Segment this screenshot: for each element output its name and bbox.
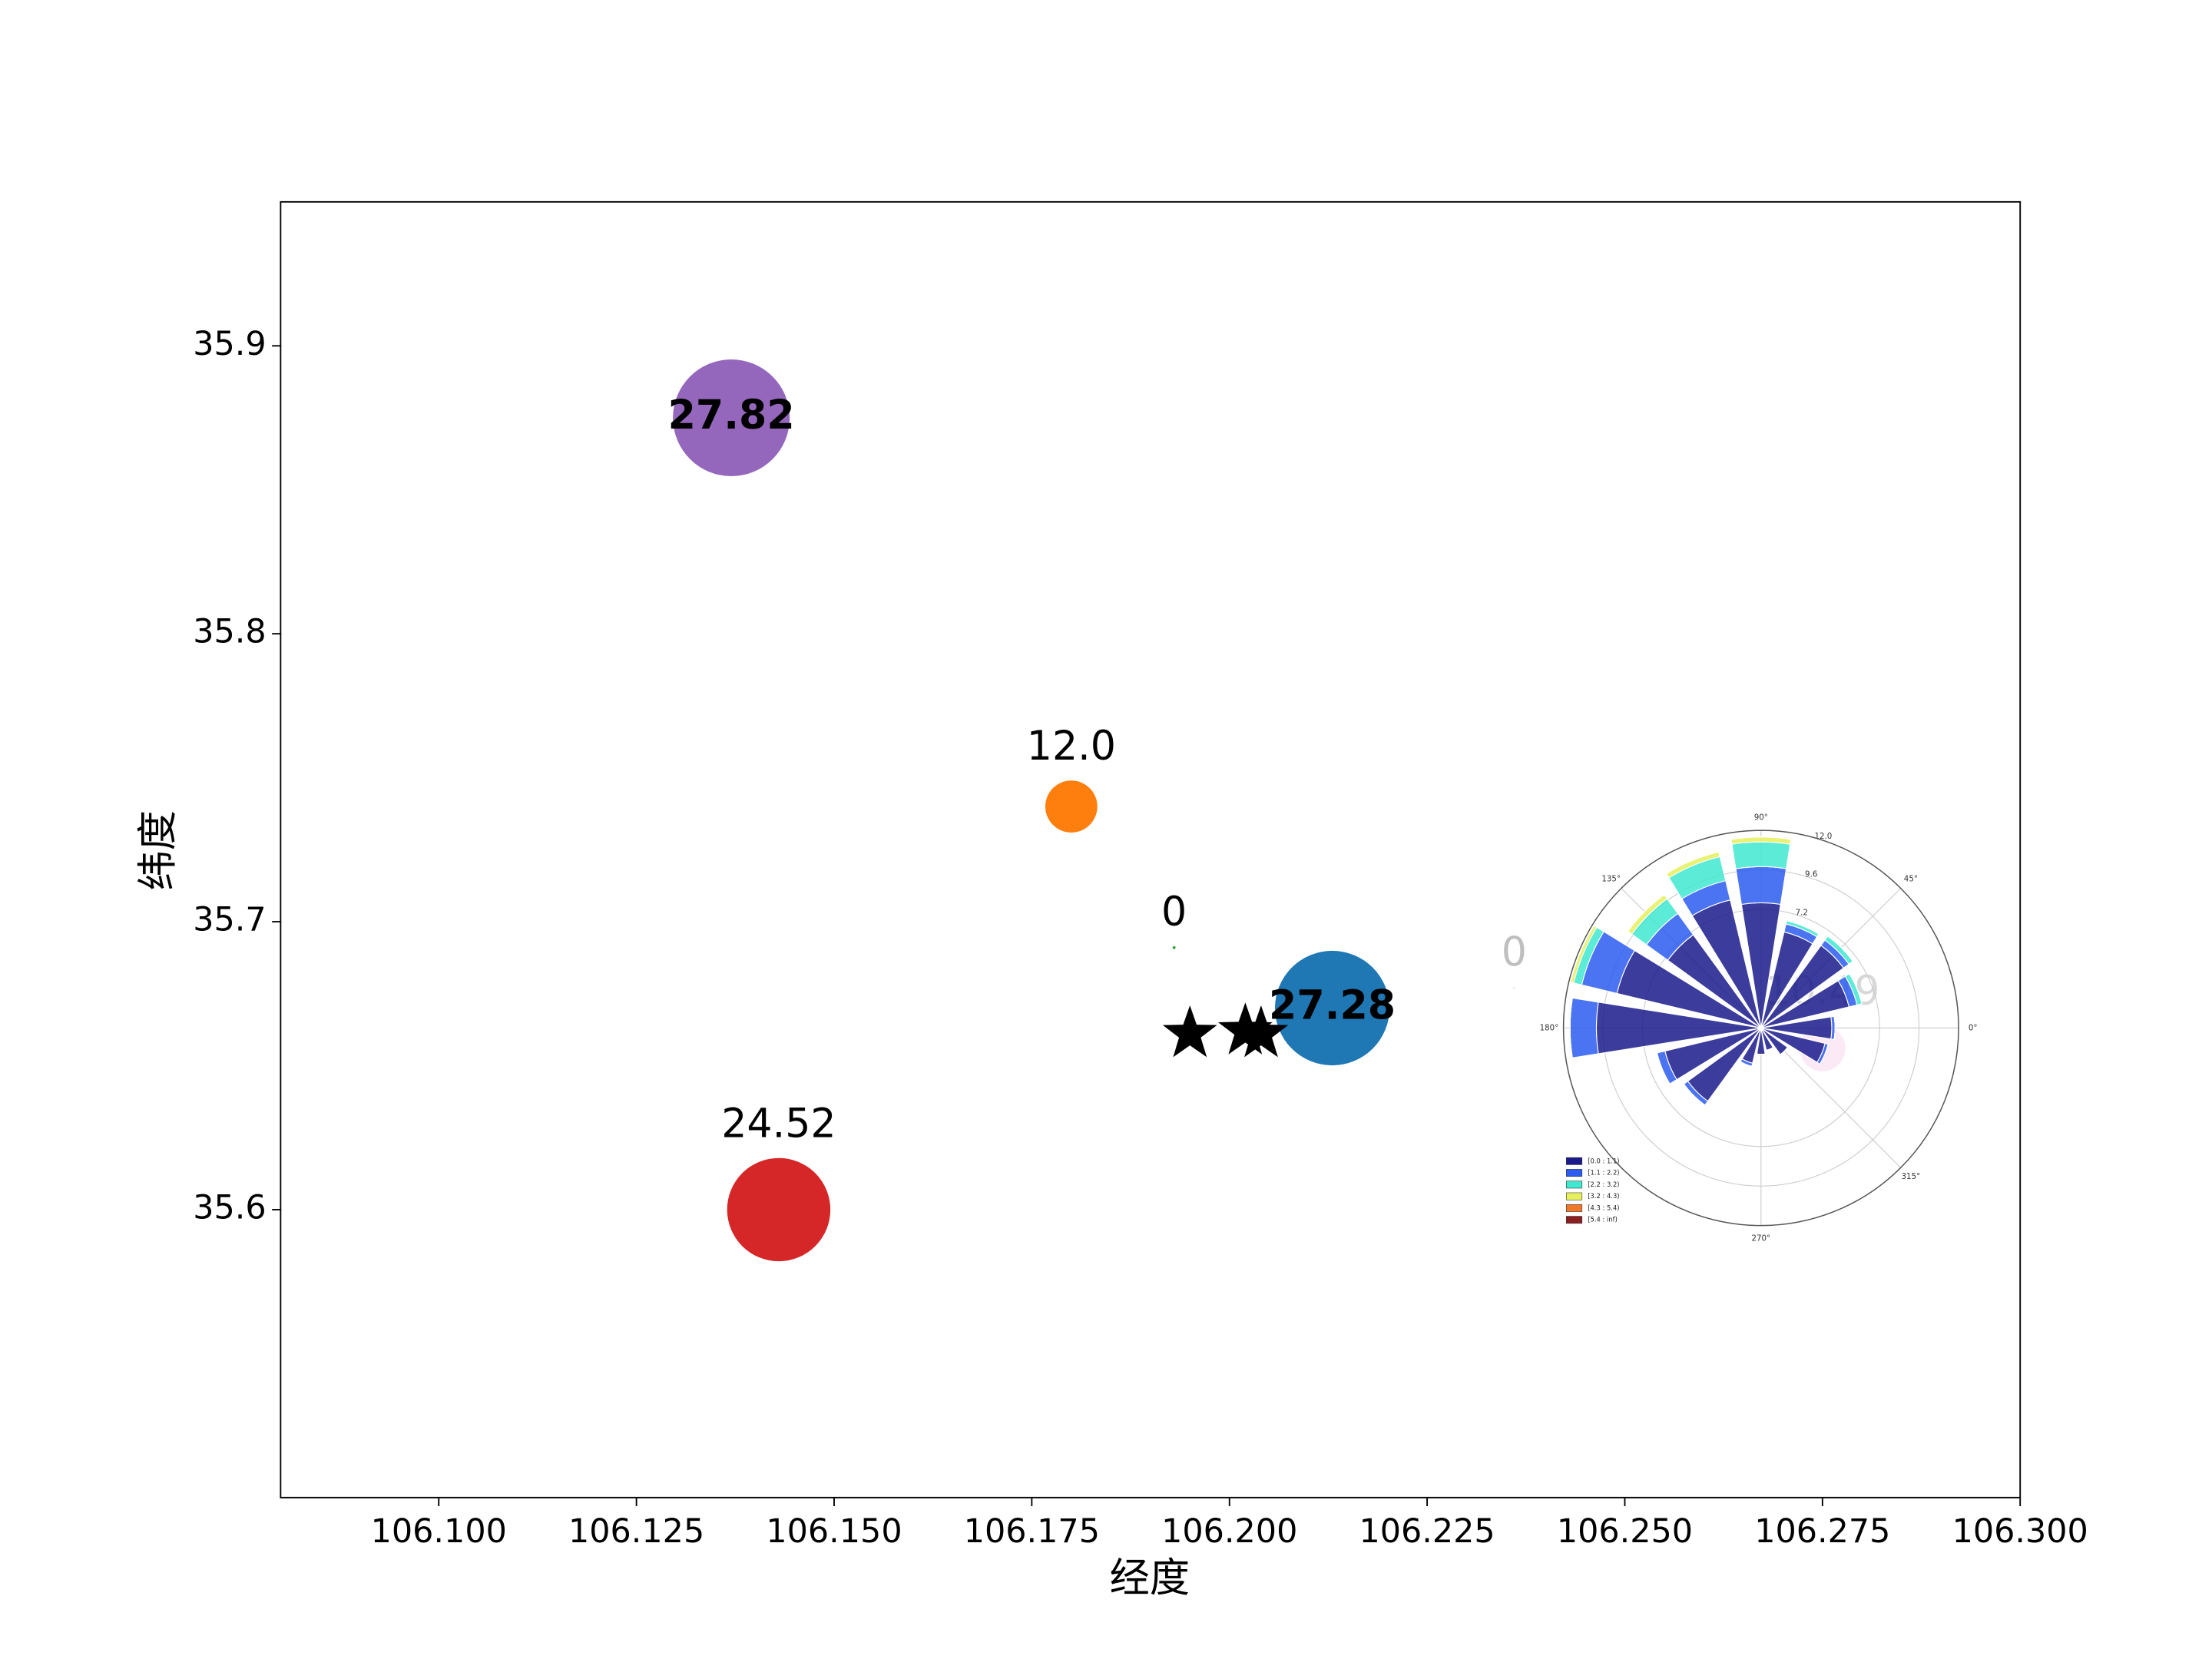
rose-segment	[1780, 1047, 1788, 1055]
plot-frame	[280, 200, 2022, 1498]
polar-frame	[1562, 830, 1959, 1227]
star-marker	[1233, 1005, 1289, 1058]
rose-segment	[1731, 841, 1791, 869]
angular-tick-label: 45°	[1904, 875, 1918, 884]
angular-tick-label: 180°	[1540, 1023, 1559, 1032]
angular-tick-label: 0°	[1969, 1023, 1978, 1032]
data-label: 27.28	[1269, 983, 1396, 1029]
rose-segment	[1627, 894, 1665, 932]
data-label: 0	[1502, 929, 1527, 975]
x-tick-label: 106.100	[371, 1512, 507, 1551]
star-marker	[1162, 1005, 1217, 1058]
bubble	[1045, 780, 1098, 833]
radial-tick-label: 12.0	[1815, 832, 1833, 841]
y-tick-label: 35.6	[193, 1188, 266, 1227]
rose-segment	[1569, 997, 1599, 1058]
bubble	[673, 359, 790, 477]
angular-tick-label: 270°	[1751, 1233, 1770, 1243]
rose-segment	[1740, 1061, 1752, 1067]
legend-label: [5.4 : inf)	[1588, 1216, 1618, 1224]
legend-swatch	[1566, 1169, 1583, 1177]
x-tick-label: 106.275	[1754, 1512, 1890, 1551]
y-tick-label: 35.9	[193, 325, 266, 363]
x-tick-label: 106.300	[1952, 1512, 2088, 1551]
rose-segment	[1683, 1084, 1706, 1106]
radial-tick-label: 7.2	[1796, 909, 1808, 918]
data-label: 12.0	[1027, 724, 1116, 770]
legend-label: [1.1 : 2.2)	[1588, 1169, 1619, 1177]
rose-segment	[1666, 851, 1719, 874]
rose-segment	[1656, 1052, 1671, 1084]
x-tick-label: 106.175	[964, 1512, 1100, 1551]
data-label: 0	[1161, 889, 1187, 935]
legend-swatch	[1566, 1157, 1583, 1165]
legend-label: [0.0 : 1.1)	[1588, 1157, 1619, 1164]
legend-swatch	[1566, 1216, 1583, 1224]
legend-label: [3.2 : 4.3)	[1588, 1192, 1619, 1200]
data-label: 27.82	[668, 392, 795, 439]
bubble	[727, 1157, 831, 1262]
windrose-inset: 7.2 9.6 12.0 0° 45° 90° 135° 180° 270° 315° [0.0 :…	[1540, 813, 1978, 1243]
legend-swatch	[1566, 1181, 1583, 1189]
bubble	[1512, 986, 1516, 990]
rose-segment	[1569, 998, 1573, 1058]
data-label: 24.52	[721, 1101, 836, 1147]
rose-segment	[1786, 920, 1820, 935]
x-tick-label: 106.125	[568, 1512, 704, 1551]
x-axis-label: 经度	[1110, 1555, 1190, 1601]
rose-segment	[1730, 836, 1791, 840]
y-axis-label: 纬度	[135, 810, 181, 890]
rose-segment	[1766, 1047, 1773, 1051]
angular-tick-label: 135°	[1601, 875, 1621, 884]
bubble	[1172, 945, 1176, 949]
rose-segment	[1827, 935, 1853, 962]
legend-label: [2.2 : 3.2)	[1588, 1181, 1619, 1188]
legend-label: [4.3 : 5.4)	[1588, 1204, 1619, 1211]
x-tick-label: 106.200	[1161, 1512, 1297, 1551]
radial-tick-label: 9.6	[1805, 870, 1817, 879]
y-tick-label: 35.7	[193, 901, 266, 939]
bubble	[1274, 950, 1390, 1066]
angular-tick-label: 90°	[1754, 813, 1768, 822]
x-tick-label: 106.250	[1557, 1512, 1693, 1551]
x-tick-label: 106.150	[766, 1512, 902, 1551]
rose-segment	[1735, 866, 1787, 906]
legend-swatch	[1566, 1192, 1583, 1200]
x-tick-label: 106.225	[1359, 1512, 1495, 1551]
y-tick-label: 35.8	[193, 613, 266, 651]
angular-tick-label: 315°	[1902, 1172, 1921, 1181]
legend-swatch	[1566, 1204, 1583, 1212]
